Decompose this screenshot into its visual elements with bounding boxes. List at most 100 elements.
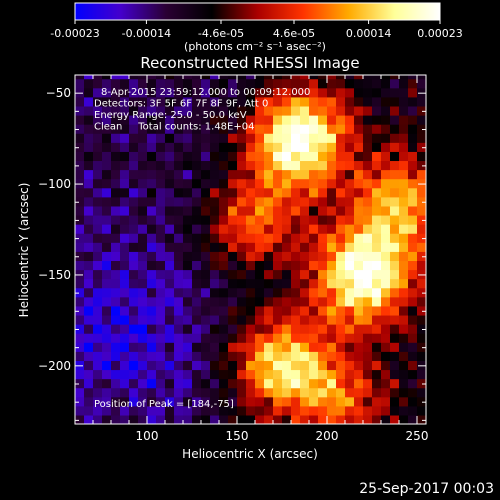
heatmap-cell (255, 251, 265, 262)
heatmap-cell (228, 296, 238, 307)
heatmap-cell (327, 351, 337, 361)
heatmap-cell (417, 296, 426, 307)
heatmap-cell (192, 169, 202, 180)
heatmap-cell (102, 75, 112, 80)
heatmap-cell (129, 124, 139, 134)
heatmap-cell (219, 369, 229, 380)
heatmap-cell (327, 287, 337, 298)
heatmap-cell (228, 251, 238, 262)
heatmap-cell (219, 178, 229, 189)
heatmap-cell (354, 133, 364, 143)
heatmap-cell (138, 296, 148, 307)
heatmap-cell (336, 187, 346, 198)
heatmap-cell (219, 105, 229, 116)
heatmap-cell (381, 151, 391, 162)
heatmap-cell (201, 351, 211, 361)
heatmap-cell (228, 242, 238, 252)
heatmap-cell (174, 405, 184, 416)
heatmap-cell (120, 333, 130, 343)
heatmap-cell (363, 114, 373, 125)
heatmap-cell (372, 269, 382, 280)
heatmap-cell (417, 87, 426, 98)
heatmap-cell (246, 114, 256, 125)
heatmap-cell (327, 305, 337, 316)
y-tick-label: −200 (38, 359, 71, 373)
heatmap-cell (372, 187, 382, 198)
heatmap-cell (345, 360, 355, 371)
heatmap-cell (102, 387, 112, 398)
heatmap-cell (228, 169, 238, 180)
heatmap-cell (354, 351, 364, 361)
heatmap-cell (183, 96, 193, 107)
heatmap-cell (102, 151, 112, 162)
heatmap-cell (399, 233, 409, 243)
heatmap-cell (156, 333, 166, 343)
heatmap-cell (183, 378, 193, 389)
heatmap-cell (390, 378, 400, 389)
heatmap-cell (363, 87, 373, 98)
heatmap-cell (228, 342, 238, 352)
heatmap-cell (336, 151, 346, 162)
heatmap-cell (282, 378, 292, 389)
heatmap-cell (102, 296, 112, 307)
heatmap-cell (273, 242, 283, 252)
heatmap-cell (291, 233, 301, 243)
heatmap-cell (102, 287, 112, 298)
heatmap-cell (237, 142, 247, 152)
heatmap-cell (174, 414, 184, 424)
heatmap-cell (327, 187, 337, 198)
heatmap-cell (120, 196, 130, 207)
heatmap-cell (138, 242, 148, 252)
heatmap-cell (345, 96, 355, 107)
heatmap-cell (309, 196, 319, 207)
heatmap-cell (282, 214, 292, 225)
heatmap-cell (246, 224, 256, 234)
heatmap-cell (309, 351, 319, 361)
heatmap-cell (165, 296, 175, 307)
heatmap-cell (291, 224, 301, 234)
heatmap-cell (399, 314, 409, 325)
heatmap-cell (408, 378, 418, 389)
heatmap-cell (390, 96, 400, 107)
heatmap-cell (291, 114, 301, 125)
heatmap-cell (156, 196, 166, 207)
heatmap-cell (291, 142, 301, 152)
heatmap-cell (354, 169, 364, 180)
heatmap-cell (264, 142, 274, 152)
heatmap-cell (309, 378, 319, 389)
heatmap-cell (129, 269, 139, 280)
heatmap-cell (138, 269, 148, 280)
heatmap-cell (246, 414, 256, 424)
heatmap-cell (210, 224, 220, 234)
heatmap-cell (381, 96, 391, 107)
heatmap-cell (84, 160, 94, 171)
heatmap-cell (408, 278, 418, 289)
heatmap-cell (102, 351, 112, 361)
heatmap-cell (237, 296, 247, 307)
heatmap-cell (75, 314, 85, 325)
heatmap-cell (210, 396, 220, 407)
heatmap-cell (174, 114, 184, 125)
heatmap-cell (156, 369, 166, 380)
heatmap-cell (291, 314, 301, 325)
heatmap-cell (417, 351, 426, 361)
heatmap-cell (363, 287, 373, 298)
heatmap-cell (300, 224, 310, 234)
heatmap-cell (228, 278, 238, 289)
heatmap-cell (381, 178, 391, 189)
heatmap-cell (183, 160, 193, 171)
heatmap-cell (264, 133, 274, 143)
heatmap-cell (381, 405, 391, 416)
heatmap-cell (273, 405, 283, 416)
heatmap-cell (282, 296, 292, 307)
heatmap-cell (111, 287, 121, 298)
heatmap-cell (219, 75, 229, 80)
heatmap-cell (147, 342, 157, 352)
heatmap-cell (372, 142, 382, 152)
heatmap-cell (408, 214, 418, 225)
heatmap-cell (372, 405, 382, 416)
heatmap-cell (192, 205, 202, 216)
heatmap-cell (381, 205, 391, 216)
heatmap-cell (273, 260, 283, 271)
heatmap-cell (336, 214, 346, 225)
